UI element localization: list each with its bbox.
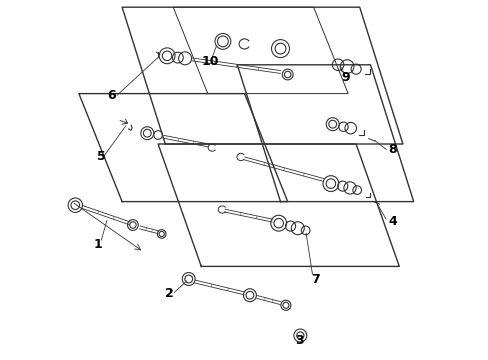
Text: 8: 8: [387, 143, 396, 156]
Text: 3: 3: [294, 334, 303, 347]
Text: 6: 6: [107, 89, 116, 102]
Text: 9: 9: [341, 71, 349, 84]
Text: 1: 1: [93, 238, 102, 251]
Text: 2: 2: [165, 287, 174, 300]
Text: 10: 10: [201, 55, 218, 68]
Text: 4: 4: [387, 215, 396, 228]
Text: 7: 7: [310, 273, 319, 285]
Text: 5: 5: [97, 150, 105, 163]
